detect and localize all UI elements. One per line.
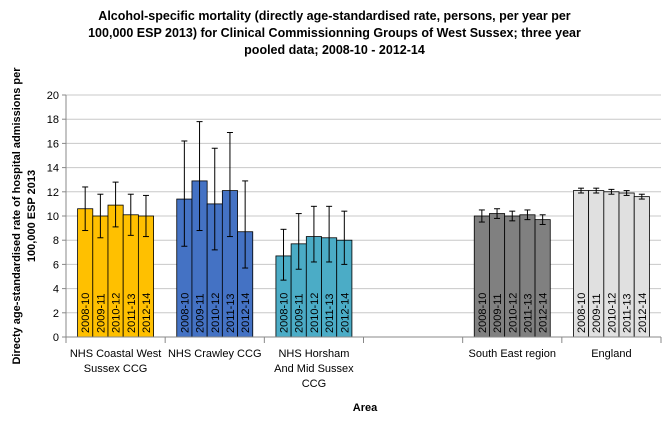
y-tick-label: 20 [47, 90, 59, 102]
y-tick-label: 12 [47, 187, 59, 199]
chart-title-line-1: Alcohol-specific mortality (directly age… [98, 9, 571, 23]
y-tick-label: 16 [47, 138, 59, 150]
bar-period-label: 2011-13 [126, 293, 138, 333]
bar-period-label: 2012-14 [538, 293, 550, 333]
y-tick-label: 6 [53, 259, 59, 271]
bar-period-label: 2010-12 [507, 293, 519, 333]
bar-period-label: 2010-12 [111, 293, 123, 333]
bar-period-label: 2008-10 [576, 293, 588, 333]
bar-period-label: 2009-11 [195, 293, 207, 333]
x-category-label: NHS Horsham [278, 348, 349, 360]
x-category-label: CCG [302, 378, 326, 390]
bar-period-label: 2010-12 [606, 293, 618, 333]
x-category-label: South East region [469, 348, 556, 360]
bar-period-label: 2008-10 [279, 293, 291, 333]
bar-period-label: 2012-14 [240, 293, 252, 333]
y-axis-label-line-1: Directy age-standardised rate of hospita… [11, 67, 23, 365]
y-tick-label: 8 [53, 235, 59, 247]
bar-period-label: 2010-12 [309, 293, 321, 333]
bar-period-label: 2008-10 [477, 293, 489, 333]
bar-period-label: 2011-13 [622, 293, 634, 333]
bar-period-label: 2009-11 [591, 293, 603, 333]
x-category-label: Sussex CCG [84, 363, 148, 375]
bar-period-label: 2012-14 [637, 293, 649, 333]
chart-title-line-2: 100,000 ESP 2013) for Clinical Commissio… [88, 26, 581, 40]
bar-period-label: 2009-11 [95, 293, 107, 333]
x-category-label: England [591, 348, 631, 360]
x-category-label: NHS Coastal West [70, 348, 162, 360]
bar-period-label: 2011-13 [522, 293, 534, 333]
bar-period-label: 2008-10 [80, 293, 92, 333]
bar-period-label: 2011-13 [225, 293, 237, 333]
gridlines [66, 94, 661, 314]
y-tick-label: 4 [53, 284, 59, 296]
x-axis-label: Area [353, 402, 378, 414]
bar-period-label: 2011-13 [324, 293, 336, 333]
bar-period-label: 2009-11 [294, 293, 306, 333]
bar-period-label: 2012-14 [141, 293, 153, 333]
axes: 0 2 4 6 8 10 12 14 16 18 20 NHS Coastal West Sussex … [47, 90, 662, 390]
bars: 2008-10 2009-11 2010-12 2011-13 2012-14 2008-… [77, 121, 650, 338]
x-category-label: And Mid Sussex [274, 363, 354, 375]
chart-title-line-3: pooled data; 2008-10 - 2012-14 [244, 43, 425, 57]
bar-period-label: 2008-10 [179, 293, 191, 333]
y-tick-label: 14 [47, 163, 59, 175]
y-tick-label: 0 [53, 332, 59, 344]
x-category-label: NHS Crawley CCG [168, 348, 262, 360]
y-tick-label: 18 [47, 114, 59, 126]
y-tick-label: 10 [47, 211, 59, 223]
bar-period-label: 2010-12 [210, 293, 222, 333]
y-tick-label: 2 [53, 308, 59, 320]
bar-period-label: 2012-14 [339, 293, 351, 333]
y-axis-label-line-2: 100,000 ESP 2013 [26, 170, 38, 262]
bar-period-label: 2009-11 [492, 293, 504, 333]
